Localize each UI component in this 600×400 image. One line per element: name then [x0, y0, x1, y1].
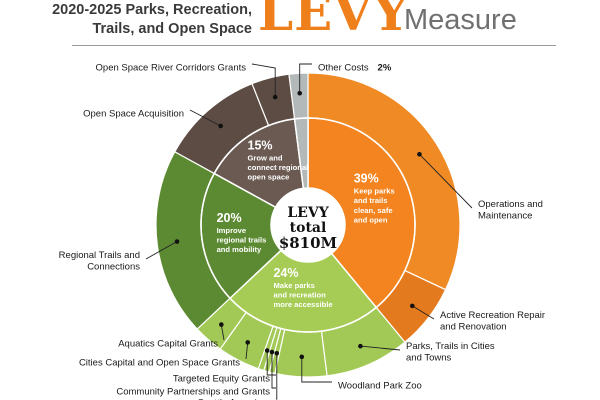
center-label-line-1: LEVY [287, 205, 329, 221]
inner-value-2: 24% [273, 266, 298, 280]
ring-divider [200, 117, 416, 333]
outer-label-active-recreation-repair-and-renovation-line-1: Active Recreation Repair [440, 310, 545, 321]
outer-label-aquatics-capital-grants-line-1: Aquatics Capital Grants [118, 339, 218, 350]
outer-label-open-space-river-corridors-grants-line-1: Open Space River Corridors Grants [96, 63, 247, 74]
inner-description-2-line-2: and recreation [273, 290, 326, 299]
outer-label-community-partnerships-and-grants-line-1: Community Partnerships and Grants [116, 387, 270, 398]
leader-dot-seattle-aquarium [274, 350, 280, 356]
inner-description-2-line-3: more accessible [273, 300, 332, 309]
leader-line-open-space-river-corridors-grants [251, 63, 276, 98]
outer-label-regional-trails-and-connections-line-1: Regional Trails and [59, 250, 140, 261]
outer-label-open-space-acquisition-line-1: Open Space Acquisition [83, 109, 184, 120]
outer-label-seattle-aquarium-line-1: Seattle Aquarium [198, 398, 270, 400]
inner-description-1-line-3: clean, safe [354, 206, 393, 215]
inner-value-1: 39% [354, 172, 379, 186]
inner-description-3-line-3: and mobility [217, 245, 262, 254]
inner-value-3: 20% [217, 211, 242, 225]
inner-description-3-line-2: regional trails [217, 236, 267, 245]
leader-dot-active-recreation-repair-and-renovation [410, 303, 415, 309]
leader-line-operations-and-maintenance [419, 153, 473, 209]
outer-label-regional-trails-and-connections-line-2: Connections [87, 261, 140, 272]
outer-label-woodland-park-zoo-line-1: Woodland Park Zoo [338, 381, 422, 392]
inner-value-4: 15% [248, 138, 273, 152]
leader-line-woodland-park-zoo [301, 356, 332, 383]
inner-description-1-line-4: and open [354, 215, 388, 224]
inner-description-4-line-2: connect regional [248, 163, 309, 172]
leader-line-other-costs [299, 63, 312, 94]
inner-description-4-line-3: open space [248, 173, 290, 182]
leader-line-active-recreation-repair-and-renovation [412, 305, 435, 320]
measure-wordmark: Measure [404, 4, 517, 36]
outer-label-cities-capital-and-open-space-grants-line-1: Cities Capital and Open Space Grants [79, 358, 240, 369]
center-label-line-3: $810M [279, 234, 337, 252]
inner-description-1-line-1: Keep parks [354, 187, 395, 196]
leader-line-parks-trails-in-cities-and-towns [360, 345, 401, 351]
inner-description-3-line-1: Improve [217, 226, 247, 235]
levy-wordmark: LEVY [258, 0, 410, 42]
outer-label-parks-trails-in-cities-and-towns-line-1: Parks, Trails in Cities [406, 341, 495, 352]
inner-description-2-line-1: Make parks [273, 281, 314, 290]
center-label-line-2: total [290, 220, 327, 236]
leader-line-targeted-equity-grants [266, 350, 276, 376]
inner-description-4-line-1: Grow and [248, 153, 283, 162]
leader-line-community-partnerships-and-grants [271, 352, 276, 389]
leader-dot-woodland-park-zoo [299, 354, 305, 360]
header: 2020-2025 Parks, Recreation, Trails, and… [0, 0, 600, 44]
leader-line-aquatics-capital-grants [220, 324, 225, 341]
outer-label-operations-and-maintenance-line-2: Maintenance [478, 210, 532, 221]
leader-dot-regional-trails-and-connections [174, 239, 180, 244]
leader-dot-cities-capital-and-open-space-grants [245, 340, 251, 345]
outer-label-operations-and-maintenance-line-1: Operations and [478, 199, 543, 210]
leader-line-regional-trails-and-connections [145, 241, 178, 260]
leader-line-seattle-aquarium [276, 353, 278, 400]
outer-label-targeted-equity-grants-line-1: Targeted Equity Grants [173, 374, 270, 385]
header-title-line-2: Trails, and Open Space [92, 21, 252, 37]
outer-value-other-costs: 2% [378, 63, 392, 74]
outer-label-other-costs-line-1: Other Costs [318, 63, 369, 74]
outer-label-parks-trails-in-cities-and-towns-line-2: and Towns [406, 352, 451, 363]
leader-dot-aquatics-capital-grants [219, 322, 224, 327]
header-rule [72, 45, 556, 46]
leader-line-open-space-acquisition [189, 109, 221, 127]
header-title-line-1: 2020-2025 Parks, Recreation, [52, 2, 252, 18]
leader-dot-open-space-acquisition [218, 123, 224, 129]
outer-label-active-recreation-repair-and-renovation-line-2: and Renovation [440, 321, 507, 332]
leader-dot-operations-and-maintenance [417, 151, 422, 157]
leader-dot-parks-trails-in-cities-and-towns [358, 343, 363, 349]
leader-dot-other-costs [297, 90, 303, 96]
leader-dot-open-space-river-corridors-grants [272, 94, 278, 100]
inner-description-1-line-2: and trails [354, 196, 388, 205]
leader-dot-targeted-equity-grants [264, 348, 270, 353]
leader-dot-community-partnerships-and-grants [269, 349, 275, 355]
leader-line-cities-capital-and-open-space-grants [245, 342, 249, 360]
center-circle [270, 187, 346, 263]
